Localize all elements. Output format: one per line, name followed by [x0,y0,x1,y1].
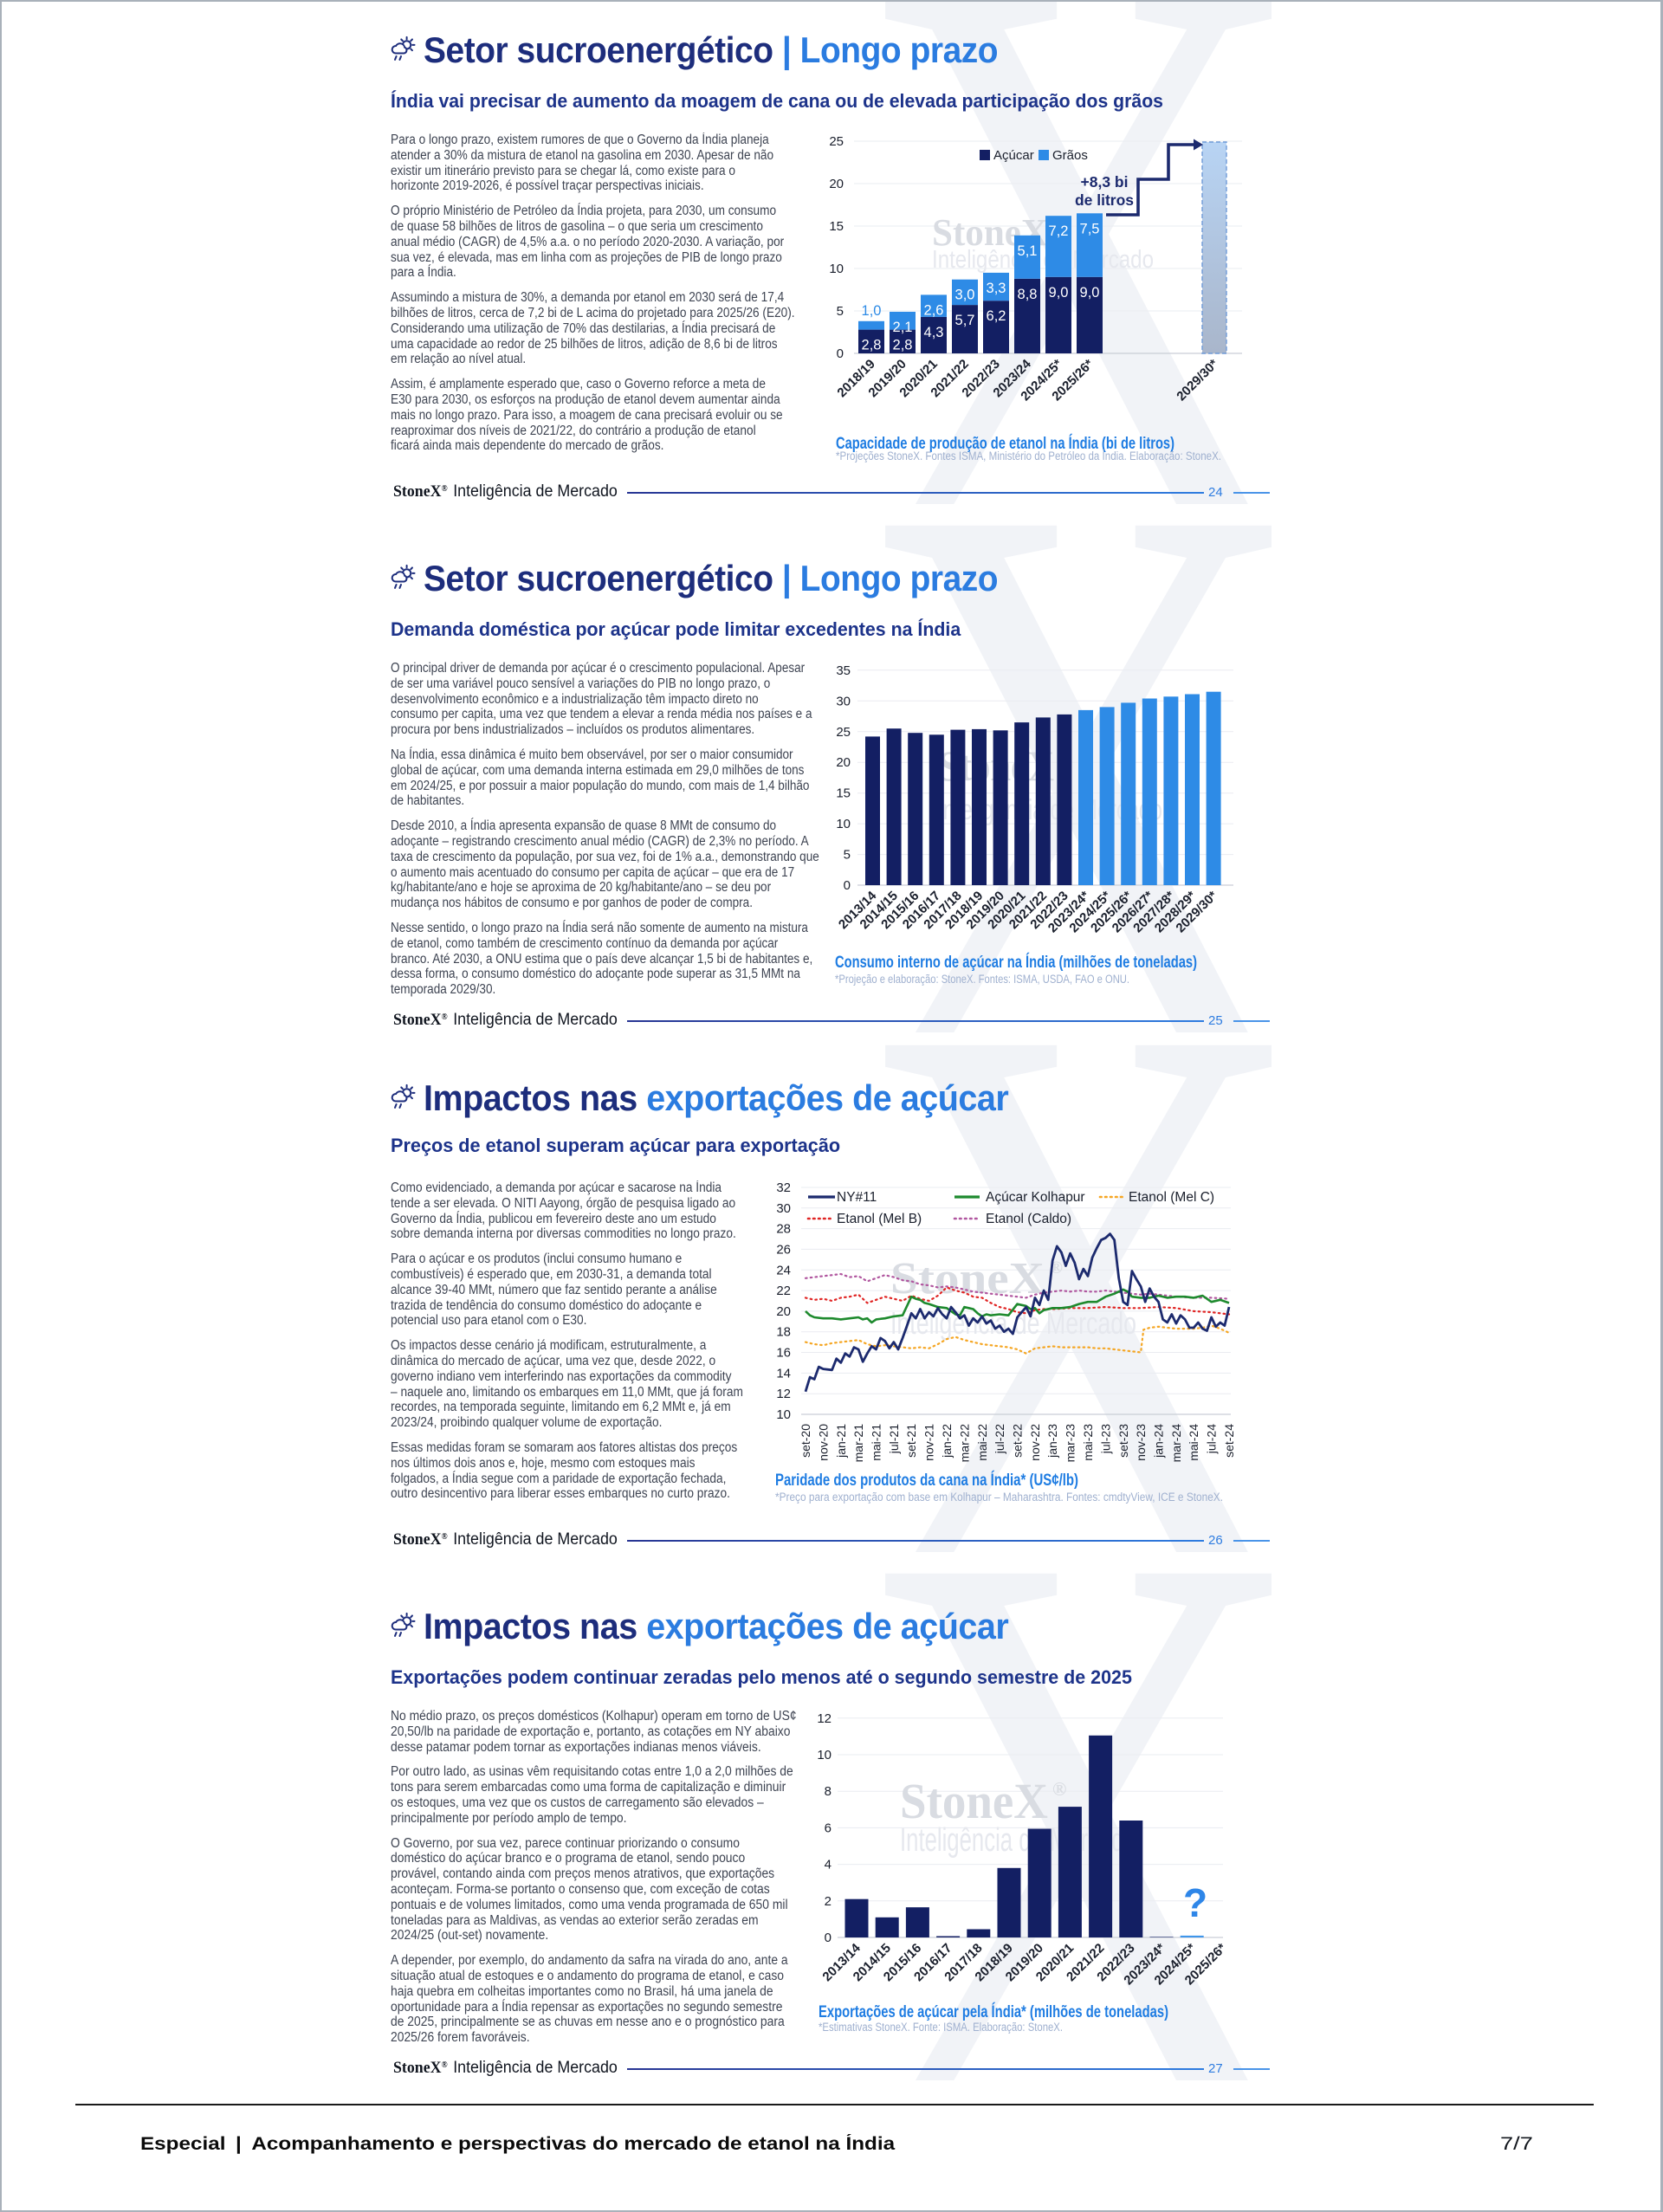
svg-text:set-24: set-24 [1222,1424,1236,1458]
svg-text:jul-24: jul-24 [1205,1424,1219,1454]
svg-text:Capacidade de produção de etan: Capacidade de produção de etanol na Índi… [836,434,1174,453]
svg-text:mar-22: mar-22 [957,1424,971,1463]
svg-text:Etanol (Mel B): Etanol (Mel B) [837,1212,922,1226]
svg-text:0: 0 [825,1931,832,1945]
svg-text:9,0: 9,0 [1080,285,1100,301]
svg-text:24: 24 [776,1263,791,1277]
svg-text:0: 0 [837,346,844,361]
svg-text:5: 5 [844,848,851,863]
svg-text:Exportações de açúcar pela Índ: Exportações de açúcar pela Índia* (milhõ… [819,2002,1168,2021]
svg-text:18: 18 [776,1325,791,1340]
svg-text:9,0: 9,0 [1049,285,1069,301]
svg-text:mai-23: mai-23 [1081,1424,1095,1461]
svg-text:5,1: 5,1 [1018,243,1038,259]
svg-text:4: 4 [825,1858,832,1872]
svg-text:10: 10 [776,1407,791,1422]
svg-text:30: 30 [836,694,851,708]
svg-text:®: ® [1052,1778,1066,1800]
svg-text:35: 35 [836,663,851,678]
svg-text:set-20: set-20 [799,1424,812,1458]
svg-text:Açúcar: Açúcar [993,148,1034,163]
svg-text:6: 6 [825,1821,832,1835]
svg-text:7,2: 7,2 [1049,223,1069,239]
svg-text:14: 14 [776,1366,791,1381]
svg-text:set-23: set-23 [1116,1424,1130,1458]
svg-text:2: 2 [825,1894,832,1909]
svg-text:mar-24: mar-24 [1169,1424,1183,1463]
svg-text:Etanol (Mel C): Etanol (Mel C) [1129,1190,1214,1205]
svg-text:jan-24: jan-24 [1152,1424,1166,1458]
svg-text:nov-20: nov-20 [816,1424,830,1461]
svg-text:Grãos: Grãos [1052,148,1088,163]
svg-text:Inteligência de Mercado: Inteligência de Mercado [932,246,1154,274]
svg-text:jan-23: jan-23 [1045,1424,1059,1458]
svg-text:0: 0 [844,878,851,893]
svg-text:StoneX: StoneX [900,1773,1048,1829]
svg-text:25: 25 [836,725,851,740]
svg-text:1,0: 1,0 [862,303,882,319]
svg-text:mar-21: mar-21 [851,1424,865,1463]
svg-text:12: 12 [817,1711,832,1726]
svg-text:22: 22 [776,1284,791,1298]
svg-text:mai-22: mai-22 [975,1424,989,1461]
svg-text:2,8: 2,8 [862,338,882,353]
svg-text:Consumo interno de açúcar na Í: Consumo interno de açúcar na Índia (milh… [835,953,1197,972]
svg-text:NY#11: NY#11 [837,1190,877,1205]
svg-text:mai-21: mai-21 [870,1424,883,1461]
svg-text:2029/30*: 2029/30* [1174,357,1221,404]
svg-text:*Preço para exportação com bas: *Preço para exportação com base em Kolha… [775,1491,1223,1504]
svg-text:26: 26 [776,1242,791,1257]
svg-text:Etanol (Caldo): Etanol (Caldo) [986,1212,1071,1226]
svg-text:StoneX: StoneX [890,1254,1045,1303]
svg-text:jul-23: jul-23 [1098,1424,1112,1454]
svg-text:7,5: 7,5 [1080,221,1100,236]
svg-text:mai-24: mai-24 [1187,1424,1200,1461]
svg-text:jan-21: jan-21 [834,1424,848,1458]
svg-text:30: 30 [776,1201,791,1216]
svg-text:10: 10 [829,262,844,276]
svg-text:nov-23: nov-23 [1134,1424,1148,1461]
svg-text:15: 15 [829,219,844,234]
svg-text:2,1: 2,1 [893,320,913,335]
svg-text:20: 20 [776,1304,791,1319]
svg-text:nov-21: nov-21 [922,1424,936,1461]
svg-text:5,7: 5,7 [955,313,975,328]
svg-text:jan-22: jan-22 [940,1424,954,1458]
svg-text:28: 28 [776,1222,791,1237]
svg-text:16: 16 [776,1346,791,1361]
svg-text:15: 15 [836,786,851,801]
svg-text:20: 20 [836,755,851,770]
svg-text:set-22: set-22 [1011,1424,1025,1458]
svg-text:2,8: 2,8 [893,338,913,353]
svg-text:12: 12 [776,1387,791,1401]
svg-text:3,3: 3,3 [987,281,1006,296]
svg-text:3,0: 3,0 [955,288,975,303]
svg-text:5: 5 [837,304,844,319]
svg-text:*Projeções StoneX. Fontes ISMA: *Projeções StoneX. Fontes ISMA, Ministér… [836,450,1221,462]
svg-text:32: 32 [776,1180,791,1195]
svg-text:+8,3 bi: +8,3 bi [1081,173,1129,191]
svg-text:de litros: de litros [1075,191,1134,209]
svg-text:?: ? [1183,1880,1207,1925]
svg-text:4,3: 4,3 [924,325,944,340]
svg-text:20: 20 [829,177,844,191]
svg-text:set-21: set-21 [904,1424,918,1458]
svg-text:jul-21: jul-21 [887,1424,901,1454]
svg-text:10: 10 [817,1748,832,1762]
svg-text:8,8: 8,8 [1018,287,1038,302]
svg-text:*Projeção e elaboração: StoneX: *Projeção e elaboração: StoneX. Fontes: … [835,973,1129,986]
svg-text:Paridade dos produtos da cana: Paridade dos produtos da cana na Índia* … [775,1471,1078,1490]
svg-text:8: 8 [825,1784,832,1799]
svg-text:6,2: 6,2 [987,308,1006,324]
svg-text:Açúcar Kolhapur: Açúcar Kolhapur [986,1190,1085,1205]
svg-text:nov-22: nov-22 [1028,1424,1042,1461]
svg-text:jul-22: jul-22 [993,1424,1006,1454]
svg-text:*Estimativas StoneX. Fonte: IS: *Estimativas StoneX. Fonte: ISMA. Elabor… [819,2021,1063,2034]
svg-text:mar-23: mar-23 [1064,1424,1077,1463]
svg-text:2,6: 2,6 [924,302,944,318]
svg-text:25: 25 [829,134,844,149]
svg-text:10: 10 [836,817,851,831]
